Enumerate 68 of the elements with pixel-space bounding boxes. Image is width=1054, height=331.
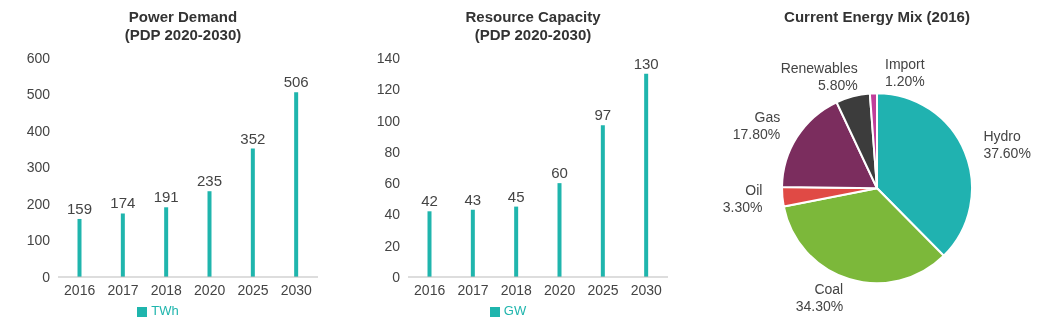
x-tick-label: 2018 [500, 281, 533, 298]
y-tick-label: 120 [376, 81, 401, 98]
bar [427, 211, 432, 277]
x-tick-label: 2030 [280, 281, 313, 298]
slice-label: Gas [754, 108, 781, 125]
bar [644, 73, 649, 277]
legend-label: TWh [151, 303, 179, 318]
bar [207, 191, 212, 277]
data-label: 42 [421, 192, 438, 210]
data-label: 45 [507, 187, 525, 205]
x-tick-label: 2017 [107, 281, 139, 298]
chart-title: Resource Capacity (PDP 2020-2030) [464, 8, 602, 45]
slice-label: Import [885, 56, 925, 73]
bar [77, 218, 82, 277]
chart-title: Current Energy Mix (2016) [783, 8, 971, 27]
slice-label: Oil [745, 181, 763, 198]
data-label: 235 [196, 172, 223, 190]
x-tick-label: 2025 [237, 281, 269, 298]
y-tick-label: 40 [384, 206, 401, 223]
bar [600, 125, 605, 277]
slice-label: Hydro [983, 127, 1021, 144]
data-label: 174 [110, 194, 136, 212]
data-label: 97 [594, 106, 612, 124]
bar [470, 209, 475, 277]
x-tick-label: 2020 [544, 281, 576, 298]
x-tick-label: 2030 [630, 281, 663, 298]
x-tick-label: 2016 [64, 281, 96, 298]
y-tick-label: 80 [384, 143, 401, 160]
slice-label: Coal [814, 281, 844, 298]
y-tick-label: 100 [26, 232, 51, 249]
data-label: 37.60% [983, 144, 1031, 161]
data-label: 130 [633, 54, 659, 72]
x-tick-label: 2017 [457, 281, 489, 298]
data-label: 5.80% [818, 76, 858, 93]
data-label: 3.30% [722, 198, 763, 215]
bar [164, 207, 169, 277]
x-tick-label: 2025 [587, 281, 619, 298]
y-tick-label: 20 [384, 237, 401, 254]
data-label: 506 [283, 73, 309, 91]
legend-label: GW [503, 303, 527, 318]
bar [120, 213, 125, 277]
x-tick-label: 2020 [194, 281, 226, 298]
slice-label: Renewables [780, 59, 858, 76]
y-tick-label: 60 [384, 175, 401, 192]
data-label: 34.30% [795, 298, 844, 315]
bar [514, 206, 519, 277]
data-label: 159 [66, 199, 93, 217]
bar [250, 148, 255, 277]
x-tick-label: 2016 [414, 281, 446, 298]
y-tick-label: 100 [376, 112, 401, 129]
y-tick-label: 400 [26, 122, 51, 139]
y-tick-label: 0 [42, 268, 51, 285]
data-label: 43 [464, 190, 482, 208]
y-tick-label: 500 [26, 86, 51, 103]
chart-title: Power Demand (PDP 2020-2030) [123, 8, 243, 45]
y-tick-label: 300 [26, 159, 51, 176]
data-label: 191 [153, 188, 179, 206]
data-label: 1.20% [885, 73, 925, 90]
bar [294, 92, 299, 277]
data-label: 352 [240, 129, 266, 147]
bar [557, 183, 562, 277]
y-tick-label: 140 [376, 49, 401, 66]
y-tick-label: 0 [392, 268, 401, 285]
y-tick-label: 600 [26, 49, 51, 66]
y-tick-label: 200 [26, 195, 51, 212]
x-tick-label: 2018 [150, 281, 183, 298]
data-label: 60 [551, 164, 568, 182]
data-label: 17.80% [732, 125, 781, 142]
